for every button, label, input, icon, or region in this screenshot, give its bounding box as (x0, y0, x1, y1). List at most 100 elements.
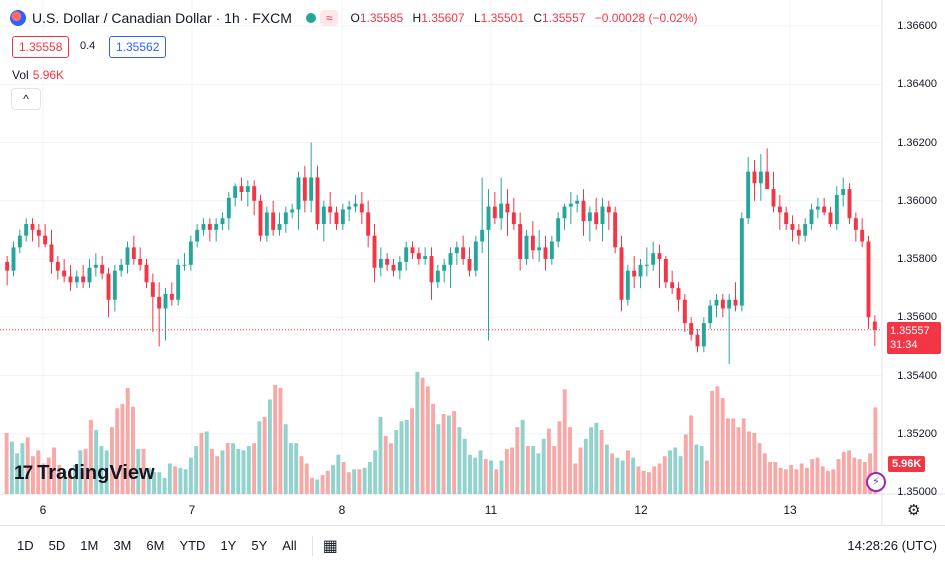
volume-bar (373, 450, 378, 494)
symbol-legend: U.S. Dollar / Canadian Dollar · 1h · FXC… (10, 10, 704, 26)
ohlc-values: O1.35585 H1.35607 L1.35501 C1.35557 −0.0… (350, 11, 703, 25)
volume-bar (436, 424, 441, 494)
candle-body (828, 212, 833, 225)
volume-value: 5.96K (32, 68, 65, 82)
candle-body (651, 253, 656, 265)
collapse-legend-button[interactable]: ^ (11, 88, 41, 110)
volume-bar (404, 419, 409, 494)
candle-body (549, 241, 554, 259)
candle-body (220, 218, 225, 225)
candle-body (366, 212, 371, 236)
volume-bar (173, 466, 178, 494)
candle-body (720, 299, 725, 309)
time-tick-label: 7 (188, 503, 196, 517)
volume-bar (304, 463, 309, 494)
timeframe-1m[interactable]: 1M (80, 538, 99, 553)
candle-body (24, 224, 29, 236)
candle-body (486, 206, 491, 230)
volume-bar (510, 447, 515, 494)
candle-body (169, 293, 174, 300)
candle-body (55, 261, 60, 271)
volume-bar (136, 448, 141, 494)
volume-bar (99, 446, 104, 494)
candle-body (201, 224, 206, 230)
candle-body (11, 247, 16, 271)
candle-body (758, 171, 763, 184)
price-chart[interactable] (0, 0, 945, 525)
candle-body (714, 299, 719, 306)
indicator-wave-icon[interactable]: ≈ (319, 10, 339, 26)
candle-body (68, 276, 73, 283)
candle-body (296, 177, 301, 210)
volume-bar (873, 407, 878, 494)
tradingview-logo[interactable]: 17 TradingView (14, 462, 155, 485)
volume-bar (810, 459, 815, 494)
volume-bar (188, 457, 193, 494)
candle-body (473, 241, 478, 271)
candle-body (594, 212, 599, 225)
volume-bar (625, 450, 630, 494)
timeframe-1d[interactable]: 1D (17, 538, 34, 553)
timeframe-5d[interactable]: 5D (48, 538, 66, 553)
candle-body (606, 206, 611, 213)
volume-bar (152, 472, 157, 494)
utc-clock[interactable]: 14:28:26 (UTC) (847, 538, 937, 553)
volume-bar (425, 386, 430, 494)
volume-bar (683, 434, 688, 494)
gear-icon[interactable]: ⚙ (907, 502, 921, 519)
timeframe-5y[interactable]: 5Y (251, 538, 268, 553)
calendar-range-icon[interactable]: ▦ (322, 537, 338, 555)
time-tick-label: 8 (338, 503, 346, 517)
volume-bar (515, 427, 520, 494)
price-tick-label: 1.36400 (897, 78, 937, 91)
volume-bar (673, 447, 678, 494)
lightning-icon[interactable]: ⚡ (866, 472, 886, 492)
candle-body (188, 241, 193, 265)
volume-bar (862, 462, 867, 494)
volume-bar (557, 421, 562, 494)
symbol-title[interactable]: U.S. Dollar / Canadian Dollar · 1h · FXC… (32, 10, 292, 26)
volume-bar (573, 463, 578, 494)
volume-bar (457, 427, 462, 494)
volume-bar (778, 467, 783, 494)
volume-bar (73, 464, 78, 494)
volume-bar (525, 446, 530, 494)
volume-bar (694, 444, 699, 494)
volume-bar (847, 450, 852, 494)
volume-bar (789, 464, 794, 494)
candle-body (682, 299, 687, 324)
timeframe-1y[interactable]: 1Y (220, 538, 237, 553)
candle-body (638, 264, 643, 277)
candle-body (727, 299, 732, 309)
candle-body (93, 264, 98, 268)
timeframe-3m[interactable]: 3M (113, 538, 132, 553)
volume-bar (641, 470, 646, 494)
timeframe-ytd[interactable]: YTD (179, 538, 206, 553)
sell-button[interactable]: 1.35558 (12, 36, 70, 58)
market-status-icon[interactable] (305, 13, 316, 23)
timeframe-6m[interactable]: 6M (146, 538, 165, 553)
candle-body (182, 264, 187, 266)
candle-body (689, 323, 694, 335)
volume-bar (62, 470, 67, 494)
candle-body (252, 186, 257, 201)
volume-bar (199, 432, 204, 494)
volume-bar (478, 450, 483, 494)
timeframe-all[interactable]: All (282, 538, 297, 553)
candle-body (562, 206, 567, 219)
candle-body (258, 200, 263, 236)
candle-body (739, 218, 744, 306)
bottom-toolbar: 1D 5D 1M 3M 6M YTD 1Y 5Y All ▦ 14:28:26 … (0, 525, 945, 565)
candle-body (822, 206, 827, 213)
volume-bar (315, 479, 320, 494)
volume-bar (483, 459, 488, 494)
candle-body (119, 264, 124, 271)
volume-bar (231, 443, 235, 494)
buy-button[interactable]: 1.35562 (109, 36, 167, 58)
candle-body (467, 259, 472, 271)
candle-body (505, 203, 510, 213)
volume-bar (399, 421, 404, 494)
candle-body (283, 212, 288, 225)
candle-body (315, 177, 320, 225)
